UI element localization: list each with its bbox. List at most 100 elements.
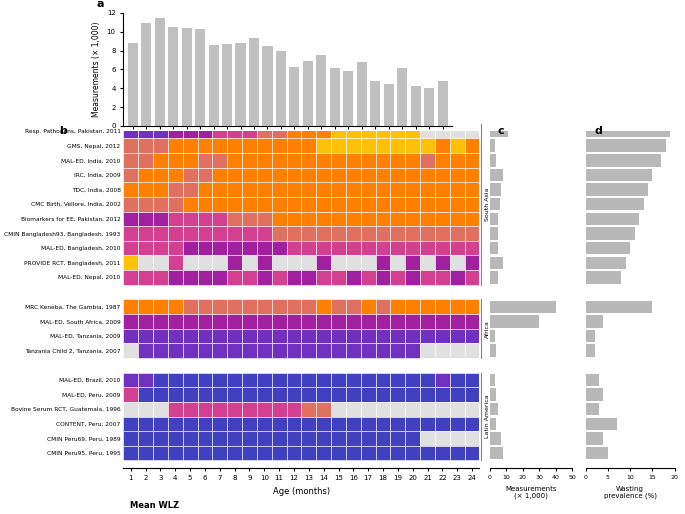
Bar	[301, 212, 316, 226]
Bar	[375, 299, 390, 314]
Bar	[123, 212, 138, 226]
Bar	[242, 416, 257, 431]
Bar	[301, 124, 316, 138]
Bar	[212, 387, 227, 402]
Bar	[420, 416, 435, 431]
Bar	[197, 416, 212, 431]
Bar	[586, 403, 599, 415]
Bar	[346, 226, 361, 241]
Bar	[346, 416, 361, 431]
Bar	[346, 446, 361, 461]
Bar	[406, 387, 420, 402]
Bar	[153, 431, 168, 446]
Bar	[435, 270, 450, 285]
Bar	[123, 416, 138, 431]
Bar	[197, 255, 212, 270]
Bar	[242, 299, 257, 314]
Bar	[153, 402, 168, 416]
Bar	[227, 416, 242, 431]
Bar	[242, 446, 257, 461]
Bar	[138, 241, 153, 255]
Bar	[183, 387, 197, 402]
Bar	[272, 182, 286, 197]
Bar	[286, 431, 301, 446]
Bar	[286, 314, 301, 328]
Bar	[420, 446, 435, 461]
Bar	[331, 197, 346, 212]
Bar	[435, 153, 450, 168]
Bar	[168, 431, 183, 446]
Bar	[183, 182, 197, 197]
Bar	[197, 226, 212, 241]
Bar	[272, 168, 286, 182]
Bar	[406, 431, 420, 446]
Bar	[346, 431, 361, 446]
Bar	[123, 431, 138, 446]
Bar	[155, 17, 164, 126]
Bar	[257, 153, 272, 168]
Bar	[420, 226, 435, 241]
Bar	[286, 446, 301, 461]
Bar	[197, 153, 212, 168]
Bar	[168, 153, 183, 168]
Bar	[242, 138, 257, 153]
Bar	[123, 168, 138, 182]
Bar	[197, 124, 212, 138]
Bar	[406, 138, 420, 153]
Bar	[242, 270, 257, 285]
Bar	[346, 197, 361, 212]
Bar	[197, 197, 212, 212]
Bar	[346, 373, 361, 387]
Bar	[257, 212, 272, 226]
Bar	[435, 124, 450, 138]
Bar	[450, 168, 464, 182]
Bar	[420, 431, 435, 446]
Bar	[183, 299, 197, 314]
Bar	[301, 138, 316, 153]
Bar	[361, 402, 375, 416]
Bar	[464, 153, 479, 168]
Bar	[301, 255, 316, 270]
Bar	[183, 138, 197, 153]
Bar	[361, 168, 375, 182]
Bar	[331, 343, 346, 358]
Bar	[212, 182, 227, 197]
Bar	[450, 226, 464, 241]
Bar	[227, 299, 242, 314]
Bar	[257, 182, 272, 197]
Bar	[242, 197, 257, 212]
Bar	[375, 255, 390, 270]
Bar	[464, 373, 479, 387]
Bar	[262, 46, 273, 126]
Bar	[153, 373, 168, 387]
Bar	[183, 168, 197, 182]
Bar	[272, 387, 286, 402]
Bar	[212, 402, 227, 416]
Bar	[316, 299, 331, 314]
Bar	[406, 343, 420, 358]
Bar	[490, 213, 498, 225]
Bar	[406, 153, 420, 168]
Bar	[257, 226, 272, 241]
Bar	[390, 416, 406, 431]
Bar	[257, 416, 272, 431]
Bar	[168, 241, 183, 255]
Bar	[301, 270, 316, 285]
Bar	[331, 212, 346, 226]
Bar	[435, 226, 450, 241]
Bar	[375, 343, 390, 358]
Bar	[346, 343, 361, 358]
Bar	[153, 197, 168, 212]
Bar	[490, 169, 503, 181]
Bar	[464, 197, 479, 212]
Bar	[375, 431, 390, 446]
Bar	[390, 343, 406, 358]
Bar	[138, 446, 153, 461]
Bar	[331, 431, 346, 446]
Bar	[153, 446, 168, 461]
Bar	[375, 416, 390, 431]
Bar	[123, 270, 138, 285]
Bar	[257, 402, 272, 416]
Bar	[450, 153, 464, 168]
Bar	[331, 153, 346, 168]
